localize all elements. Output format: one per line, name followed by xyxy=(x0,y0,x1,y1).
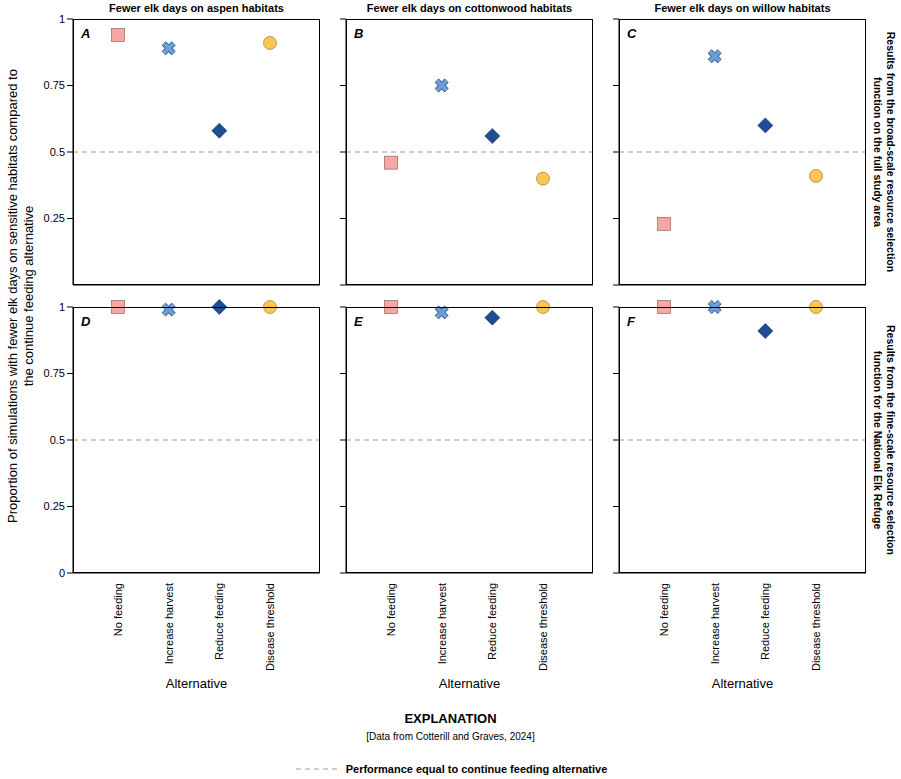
svg-text:1: 1 xyxy=(59,13,65,25)
html-text:Proportion of simulations with: Proportion of simulations with fewer elk… xyxy=(5,69,36,523)
svg-text:No feeding: No feeding xyxy=(112,583,124,636)
html-text:EXPLANATION: EXPLANATION xyxy=(404,711,497,726)
svg-text:No feeding: No feeding xyxy=(658,583,670,636)
html-text:Fewer elk days on cottonwood h: Fewer elk days on cottonwood habitats xyxy=(366,2,573,14)
html-text:B: B xyxy=(354,26,364,41)
svg-text:0.75: 0.75 xyxy=(44,79,65,91)
svg-text:0.5: 0.5 xyxy=(50,434,65,446)
svg-text:No feeding: No feeding xyxy=(385,583,397,636)
svg-text:0: 0 xyxy=(59,567,65,579)
svg-text:Increase harvest: Increase harvest xyxy=(436,583,448,664)
svg-text:Disease threshold: Disease threshold xyxy=(537,583,549,671)
html-text:Alternative: Alternative xyxy=(438,676,501,691)
html-text:Alternative: Alternative xyxy=(165,676,228,691)
svg-text:0.5: 0.5 xyxy=(50,146,65,158)
svg-text:Reduce feeding: Reduce feeding xyxy=(213,583,225,660)
html-text:A: A xyxy=(81,26,91,41)
html-text:D: D xyxy=(81,314,91,329)
svg-text:0.25: 0.25 xyxy=(44,212,65,224)
html-text:Alternative: Alternative xyxy=(711,676,774,691)
html-text:Results from the broad-scale r: Results from the broad-scale resource se… xyxy=(872,31,897,273)
svg-text:Reduce feeding: Reduce feeding xyxy=(759,583,771,660)
svg-text:Disease threshold: Disease threshold xyxy=(810,583,822,671)
html-text:F: F xyxy=(627,314,635,329)
html-text:E: E xyxy=(354,314,363,329)
svg-text:Reduce feeding: Reduce feeding xyxy=(486,583,498,660)
svg-text:Disease threshold: Disease threshold xyxy=(264,583,276,671)
svg-text:0.75: 0.75 xyxy=(44,367,65,379)
svg-text:Increase harvest: Increase harvest xyxy=(709,583,721,664)
html-text:Fewer elk days on willow habit: Fewer elk days on willow habitats xyxy=(654,2,831,14)
html-text:C: C xyxy=(627,26,637,41)
svg-text:0.25: 0.25 xyxy=(44,500,65,512)
html-text:[Data from Cotterill and Grave: [Data from Cotterill and Graves, 2024] xyxy=(366,731,535,742)
html-text:Fewer elk days on aspen habita: Fewer elk days on aspen habitats xyxy=(109,2,284,14)
svg-text:Increase harvest: Increase harvest xyxy=(163,583,175,664)
svg-text:1: 1 xyxy=(59,301,65,313)
html-text:Performance equal to continue: Performance equal to continue feeding al… xyxy=(345,763,608,775)
html-text:Results from the fine-scale re: Results from the fine-scale resource sel… xyxy=(872,325,897,555)
